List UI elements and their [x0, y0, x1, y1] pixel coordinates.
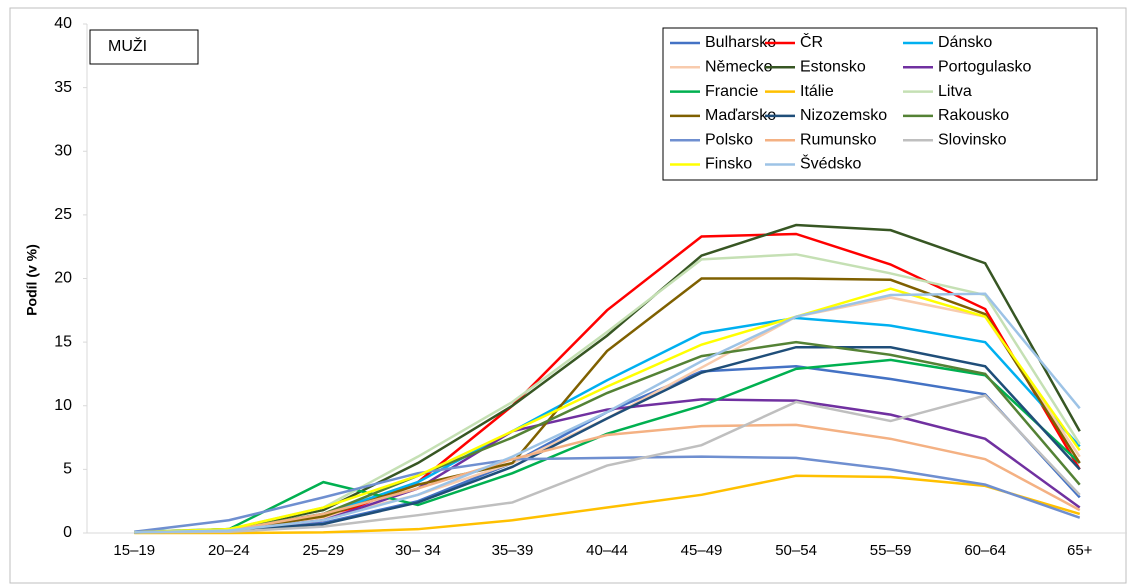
legend-label: Maďarsko — [705, 107, 776, 124]
legend-label: Portogulasko — [938, 59, 1031, 76]
series-line — [134, 223, 1081, 534]
series-line — [134, 345, 1081, 534]
legend-label: Finsko — [705, 156, 752, 173]
y-axis-title: Podíl (v %) — [24, 244, 40, 316]
y-tick-label: 40 — [54, 15, 72, 32]
series-line — [134, 287, 1081, 534]
legend-label: Litva — [938, 83, 972, 100]
x-tick-label: 60–64 — [964, 542, 1006, 559]
legend-label: Bulharsko — [705, 34, 776, 51]
x-tick-label: 40–44 — [586, 542, 628, 559]
y-tick-label: 5 — [63, 461, 72, 478]
legend-label: Rakousko — [938, 107, 1009, 124]
legend-label: Rumunsko — [800, 131, 877, 148]
y-tick-label: 10 — [54, 397, 72, 414]
legend-label: ČR — [800, 32, 823, 51]
x-tick-label: 30– 34 — [395, 542, 441, 559]
legend-label: Slovinsko — [938, 131, 1007, 148]
x-tick-label: 35–39 — [492, 542, 534, 559]
y-tick-label: 0 — [63, 524, 72, 541]
legend-label: Dánsko — [938, 34, 992, 51]
x-tick-label: 15–19 — [113, 542, 155, 559]
x-tick-label: 45–49 — [681, 542, 723, 559]
series-line — [134, 277, 1081, 534]
x-tick-label: 65+ — [1067, 542, 1093, 559]
series-line — [134, 292, 1081, 534]
legend-label: Švédsko — [800, 154, 861, 173]
series-line — [134, 474, 1081, 535]
y-tick-label: 35 — [54, 79, 72, 96]
series-line — [134, 358, 1081, 533]
series-line — [134, 394, 1081, 534]
legend-label: Polsko — [705, 131, 753, 148]
x-tick-label: 20–24 — [208, 542, 250, 559]
x-tick-label: 55–59 — [870, 542, 912, 559]
legend-label: Itálie — [800, 83, 834, 100]
legend-label: Nizozemsko — [800, 107, 887, 124]
y-tick-label: 25 — [54, 206, 72, 223]
legend-label: Francie — [705, 83, 758, 100]
y-tick-label: 15 — [54, 333, 72, 350]
legend-label: Německo — [705, 59, 773, 76]
y-tick-label: 30 — [54, 142, 72, 159]
x-tick-label: 25–29 — [303, 542, 345, 559]
legend-box — [662, 27, 1098, 181]
series-line — [134, 423, 1081, 534]
annotation-box — [89, 29, 199, 65]
y-tick-label: 20 — [54, 270, 72, 287]
series-line — [134, 455, 1081, 533]
annotation: MUŽI — [108, 36, 147, 55]
x-tick-label: 50–54 — [775, 542, 817, 559]
legend-label: Estonsko — [800, 59, 866, 76]
